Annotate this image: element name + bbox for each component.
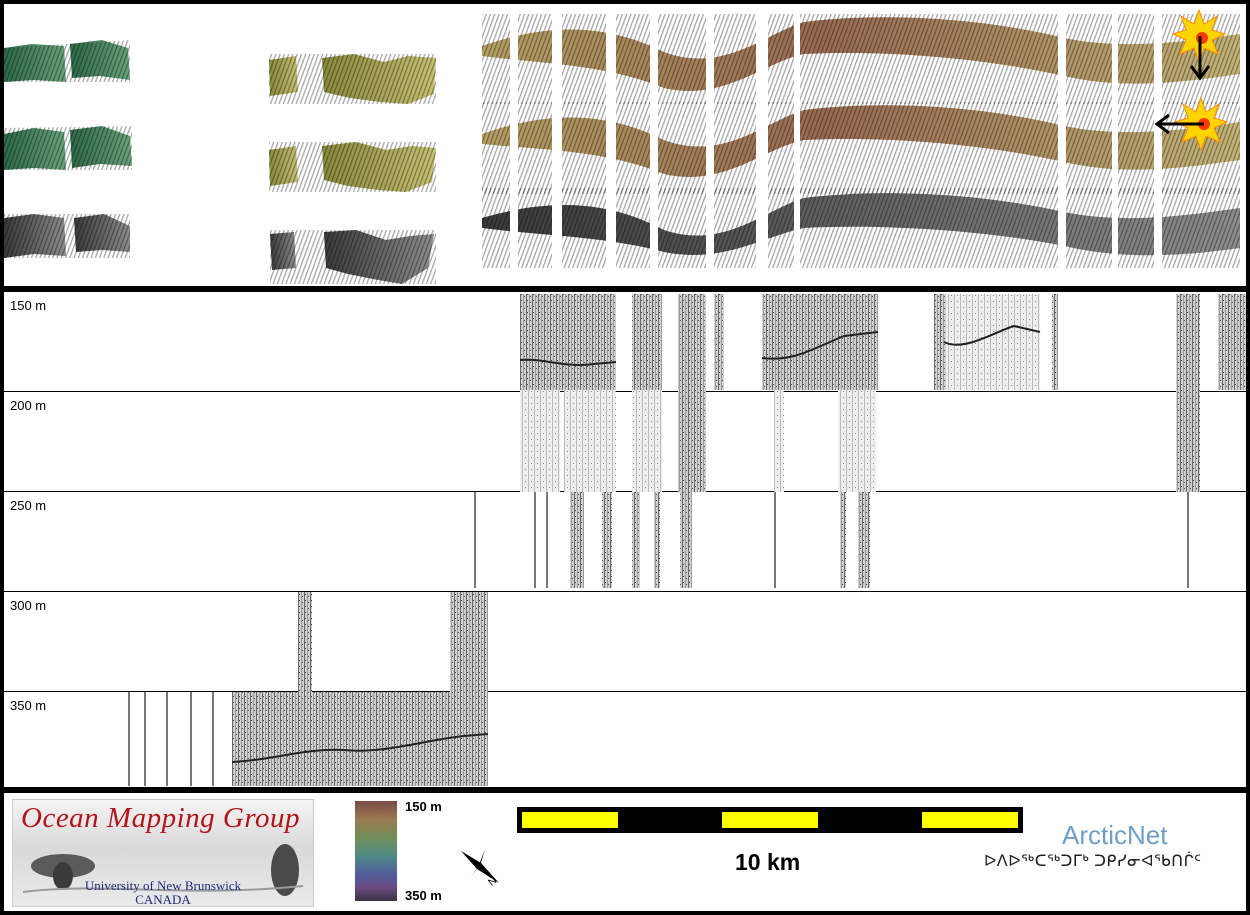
echogram-canvas	[128, 294, 1246, 786]
strip-group-left-row1	[4, 40, 130, 82]
svg-text:N: N	[486, 875, 499, 888]
strip-group-right-row1	[482, 14, 1240, 104]
strip-group-right-row3	[482, 188, 1240, 268]
arrow-down-icon	[1189, 36, 1211, 81]
logo-country: CANADA	[135, 892, 191, 907]
scale-segment	[922, 812, 1018, 828]
arcticnet-logo-text: ArcticNet	[1062, 820, 1168, 850]
depth-label: 200 m	[10, 398, 47, 413]
colorbar-top-label: 150 m	[405, 799, 442, 814]
strip-group-mid-row3	[270, 230, 436, 284]
logo-university: University of New Brunswick	[84, 878, 242, 893]
strip-group-left-row3	[4, 214, 130, 258]
scale-label: 10 km	[735, 849, 801, 875]
arcticnet-syllabics: ᐅᐱᐅᖅᑕᖅᑐᒥᒃ ᑐᑭᓯᓂᐊᖃᑎᒌᑦ	[984, 853, 1202, 870]
scale-segment	[722, 812, 818, 828]
strip-group-right-row2	[482, 102, 1240, 194]
north-arrow-icon: N	[461, 849, 499, 888]
depth-label: 150 m	[10, 298, 47, 313]
swath-imagery-panel	[4, 4, 1246, 286]
depth-label: 350 m	[10, 698, 47, 713]
scale-bar	[517, 807, 1023, 833]
legend-footer: Ocean Mapping Group University of New Br…	[4, 793, 1246, 911]
strip-group-mid-row1	[269, 54, 436, 104]
echogram-blocks-deep	[128, 592, 489, 786]
depth-row-150: 150 m	[4, 292, 1246, 392]
ocean-mapping-group-logo: Ocean Mapping Group University of New Br…	[12, 799, 314, 907]
seafloor-relief-image	[23, 844, 303, 896]
depth-row-300: 300 m	[4, 592, 1246, 692]
depth-colorbar	[355, 801, 397, 901]
strip-group-mid-row2	[269, 142, 436, 192]
depth-row-250: 250 m	[4, 492, 1246, 592]
depth-label: 250 m	[10, 498, 47, 513]
depth-label: 300 m	[10, 598, 47, 613]
depth-profile-panel: 150 m 200 m 250 m 300 m 350 m	[4, 292, 1246, 787]
colorbar-bottom-label: 350 m	[405, 888, 442, 903]
swath-strips-canvas	[4, 14, 1240, 284]
depth-row-200: 200 m	[4, 392, 1246, 492]
arrow-left-icon	[1154, 113, 1204, 135]
echogram-blocks-shallow	[474, 294, 1246, 588]
strip-group-left-row2	[4, 126, 132, 170]
logo-title: Ocean Mapping Group	[21, 802, 301, 834]
depth-row-350: 350 m	[4, 692, 1246, 787]
scale-segment	[522, 812, 618, 828]
